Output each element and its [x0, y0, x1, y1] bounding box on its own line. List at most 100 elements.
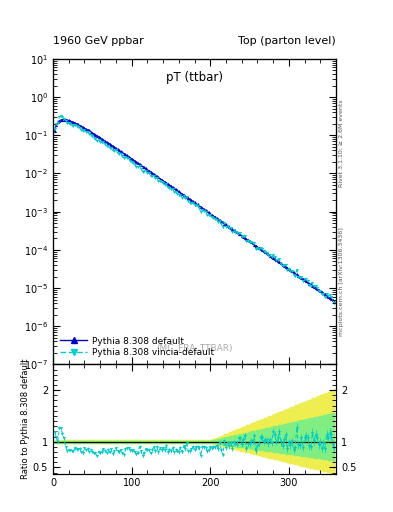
Point: [298, 272, 305, 281]
Point: [129, 158, 135, 166]
Point: [210, 214, 217, 222]
Point: [231, 226, 237, 234]
Point: [220, 218, 226, 226]
Point: [81, 124, 88, 132]
Point: [226, 442, 232, 451]
Point: [124, 444, 130, 453]
Point: [155, 173, 162, 181]
Text: 1960 GeV ppbar: 1960 GeV ppbar: [53, 36, 144, 46]
Point: [169, 185, 176, 194]
Point: [322, 445, 328, 453]
Point: [70, 118, 77, 126]
Point: [91, 449, 97, 457]
Point: [265, 440, 272, 448]
Point: [171, 449, 177, 457]
Point: [254, 243, 261, 251]
Point: [107, 140, 113, 148]
Point: [67, 446, 73, 454]
Point: [220, 451, 226, 459]
Text: Rivet 3.1.10; ≥ 2.6M events: Rivet 3.1.10; ≥ 2.6M events: [339, 99, 344, 187]
Point: [251, 239, 257, 247]
Point: [67, 120, 73, 128]
Point: [122, 445, 129, 454]
Point: [132, 157, 138, 165]
Point: [135, 159, 141, 167]
Point: [190, 197, 196, 205]
Point: [110, 450, 116, 458]
Point: [234, 229, 240, 238]
Point: [319, 290, 325, 298]
Point: [320, 289, 327, 297]
Point: [323, 292, 330, 300]
Point: [239, 441, 245, 449]
Point: [70, 121, 77, 130]
Point: [267, 251, 273, 260]
Point: [125, 155, 132, 163]
Point: [316, 441, 322, 449]
Point: [289, 267, 295, 275]
Point: [278, 259, 284, 267]
Point: [100, 136, 107, 144]
Point: [268, 253, 275, 261]
Point: [58, 424, 64, 432]
Point: [199, 206, 206, 214]
Point: [77, 444, 83, 453]
Point: [141, 449, 147, 457]
Point: [306, 281, 312, 289]
Point: [149, 172, 155, 180]
Point: [130, 446, 136, 454]
Point: [261, 438, 267, 446]
Point: [180, 192, 187, 200]
Point: [314, 285, 320, 293]
Point: [264, 436, 270, 444]
Point: [283, 261, 289, 269]
Point: [246, 238, 253, 246]
Point: [279, 262, 286, 270]
Point: [193, 201, 199, 209]
Y-axis label: Ratio to Pythia 8.308 default: Ratio to Pythia 8.308 default: [21, 359, 30, 479]
Point: [201, 205, 207, 213]
Point: [70, 447, 77, 455]
Point: [234, 228, 240, 237]
Point: [327, 430, 333, 438]
Point: [121, 451, 127, 459]
Point: [251, 432, 257, 440]
Point: [92, 449, 99, 457]
Point: [78, 126, 84, 134]
Point: [83, 128, 89, 136]
Point: [290, 268, 297, 276]
Point: [262, 248, 268, 256]
Point: [317, 287, 323, 295]
Point: [202, 208, 209, 217]
Point: [207, 443, 213, 452]
Point: [217, 216, 223, 224]
Point: [213, 216, 220, 224]
Point: [237, 229, 243, 238]
Point: [193, 200, 199, 208]
Point: [92, 135, 99, 143]
Point: [305, 278, 311, 286]
Point: [160, 443, 166, 452]
Point: [75, 123, 81, 131]
Point: [256, 440, 262, 448]
Point: [177, 190, 184, 199]
Point: [193, 443, 199, 451]
Point: [184, 193, 190, 201]
Point: [303, 275, 309, 284]
Point: [190, 199, 196, 207]
Point: [272, 431, 278, 439]
Point: [202, 444, 209, 452]
Point: [130, 159, 136, 167]
Point: [317, 438, 323, 446]
Point: [217, 217, 223, 225]
Point: [166, 181, 173, 189]
Point: [182, 192, 188, 200]
Point: [92, 131, 99, 139]
Point: [149, 446, 155, 454]
Point: [297, 273, 303, 281]
Point: [55, 438, 61, 446]
Point: [113, 444, 119, 453]
Point: [206, 445, 212, 454]
Point: [146, 445, 152, 454]
Point: [135, 163, 141, 171]
